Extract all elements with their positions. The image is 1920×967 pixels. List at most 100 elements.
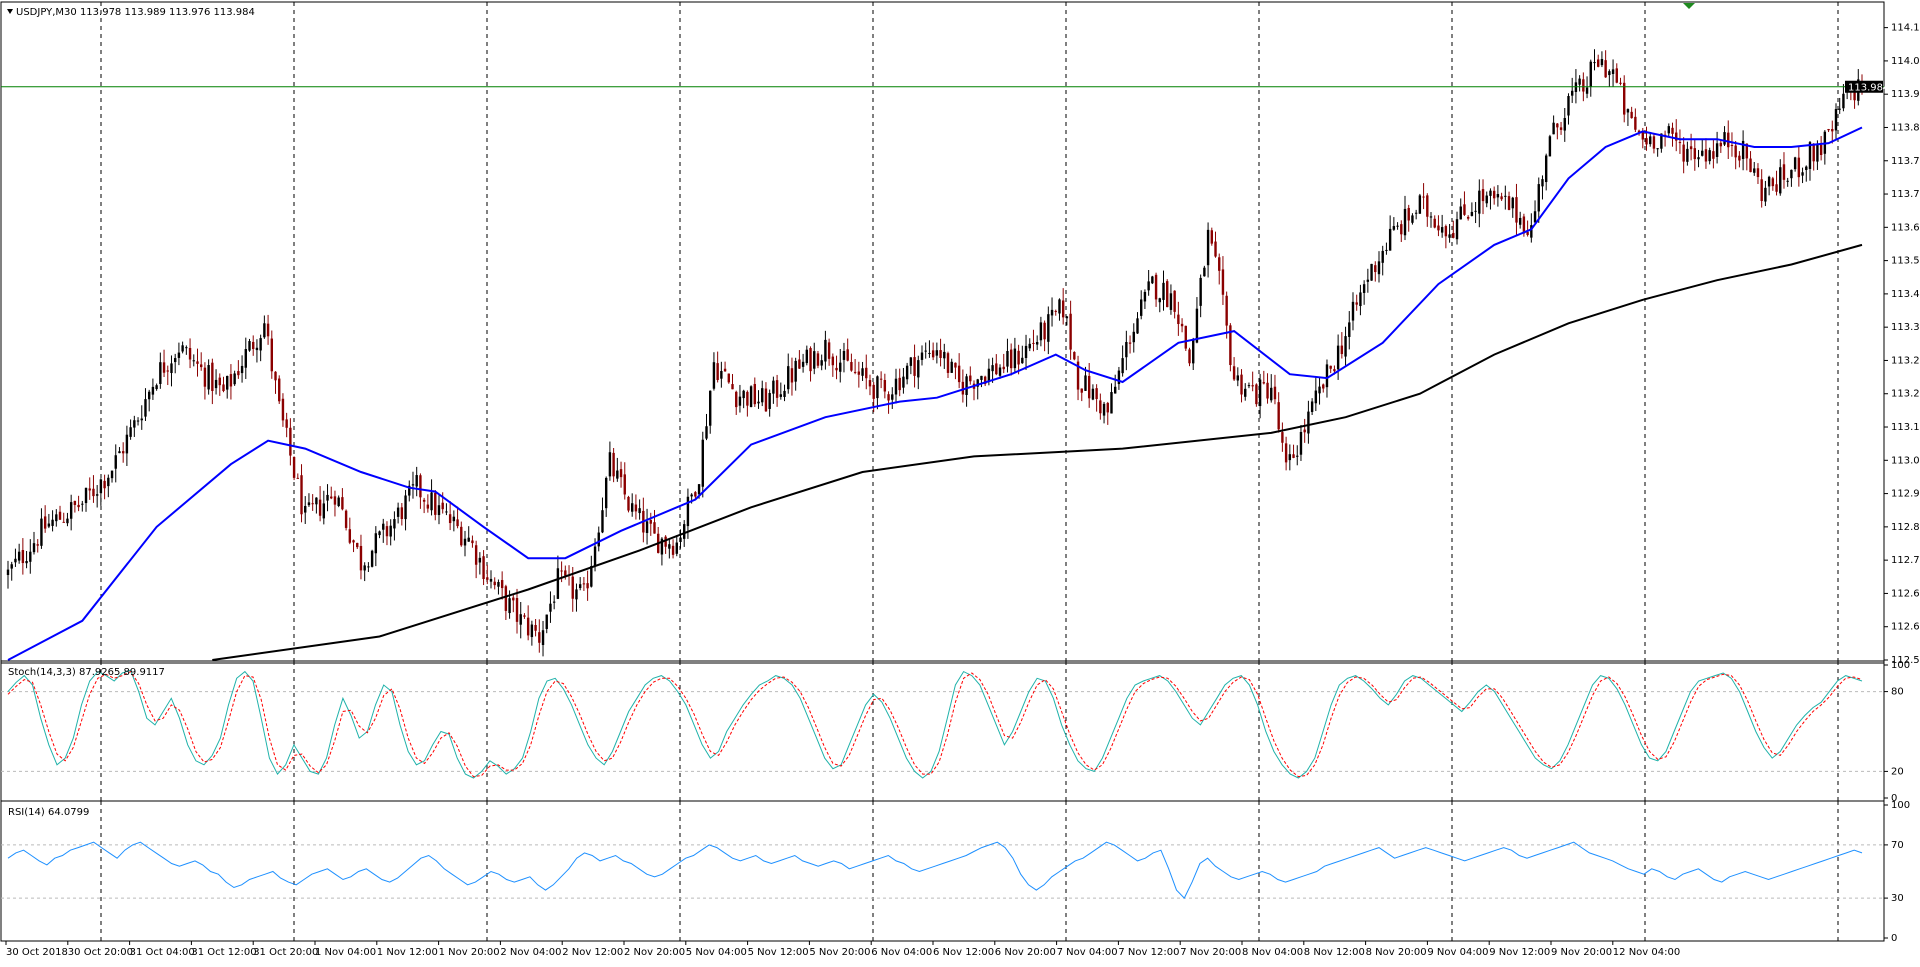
candle-body [1154,274,1158,300]
pane-frame [0,1,1885,664]
candle-body [630,503,634,512]
candle-body [441,502,444,510]
candle-body [304,505,307,513]
candle-body [556,568,560,599]
candle-body [456,519,459,527]
candle-body [1058,299,1061,314]
candle-body [1522,216,1526,234]
candle-body [292,457,296,478]
candle-body [1619,82,1622,84]
candle-body [1589,61,1592,87]
time-tick-label: 2 Nov 04:00 [500,947,561,958]
candle-body [653,522,656,534]
candle-body [1652,136,1656,149]
candle-body [679,537,682,542]
time-tick-label: 30 Oct 20:00 [68,947,133,958]
price-tick-label: 113.795 [1891,156,1920,167]
chart-menu-triangle-icon[interactable] [7,9,13,14]
candle-body [1808,142,1812,169]
candle-body [222,384,225,392]
candle-body [523,615,526,617]
candle-body [474,545,478,565]
candle-body [1351,301,1355,321]
candle-body [816,353,820,366]
candle-body [1485,195,1488,204]
candle-body [1645,138,1648,145]
candle-body [1701,150,1704,156]
candle-body [218,377,221,386]
candle-body [560,570,563,572]
candle-body [1210,230,1213,244]
candle-body [575,589,578,600]
candle-body [84,487,88,504]
candle-body [285,419,288,428]
candle-body [1593,62,1596,64]
candle-body [798,359,801,369]
candle-body [382,523,385,530]
candle-body [136,420,140,422]
candle-body [445,511,448,513]
candle-body [370,550,374,567]
candle-body [608,452,612,477]
candle-body [396,507,400,517]
candle-body [1251,385,1254,387]
candle-body [1006,351,1009,367]
candle-body [1117,370,1121,385]
candle-body [1236,375,1240,381]
candle-body [1682,144,1685,162]
candle-body [835,367,838,371]
candle-body [1362,284,1366,293]
candle-body [831,356,835,366]
candle-body [1121,358,1124,374]
candle-body [237,371,240,376]
candle-body [422,499,426,502]
candle-body [995,363,998,375]
candle-body [783,390,786,397]
candle-body [1151,276,1154,284]
candle-body [1076,361,1080,390]
candle-body [1801,172,1804,176]
candle-body [1842,93,1845,109]
candle-body [686,496,690,527]
moving-average-line [212,243,1863,661]
candle-body [976,379,979,387]
indicator-tick-label: 20 [1891,766,1904,777]
candle-body [1630,111,1633,119]
candle-body [1348,322,1351,337]
candle-body [1515,197,1518,223]
candle-body [6,569,10,576]
candle-body [1734,145,1737,158]
candle-body [255,347,259,351]
candle-body [1091,388,1095,400]
candle-body [426,504,430,509]
candle-body [1556,123,1559,128]
candle-body [1366,279,1370,282]
candle-body [1730,144,1734,146]
candle-body [192,360,195,362]
candle-body [850,361,853,371]
candle-body [749,386,753,407]
candle-body [393,519,396,529]
candle-body [207,365,210,390]
shift-marker-icon[interactable] [1683,3,1695,9]
candle-body [1444,226,1448,237]
candle-body [188,347,192,360]
candle-body [162,362,166,373]
candle-body [504,586,508,611]
candle-body [1299,431,1303,455]
candle-body [1541,179,1544,187]
candle-body [1719,142,1723,147]
candle-body [21,550,25,564]
candle-body [924,350,927,352]
candle-body [244,349,247,368]
candle-body [1786,180,1789,182]
candle-body [1329,365,1332,369]
candle-body [1585,87,1589,94]
candle-body [103,480,106,489]
candle-body [991,365,994,372]
candle-body [1035,342,1039,345]
candle-body [879,378,883,380]
candle-body [731,384,734,390]
candle-body [110,470,114,479]
